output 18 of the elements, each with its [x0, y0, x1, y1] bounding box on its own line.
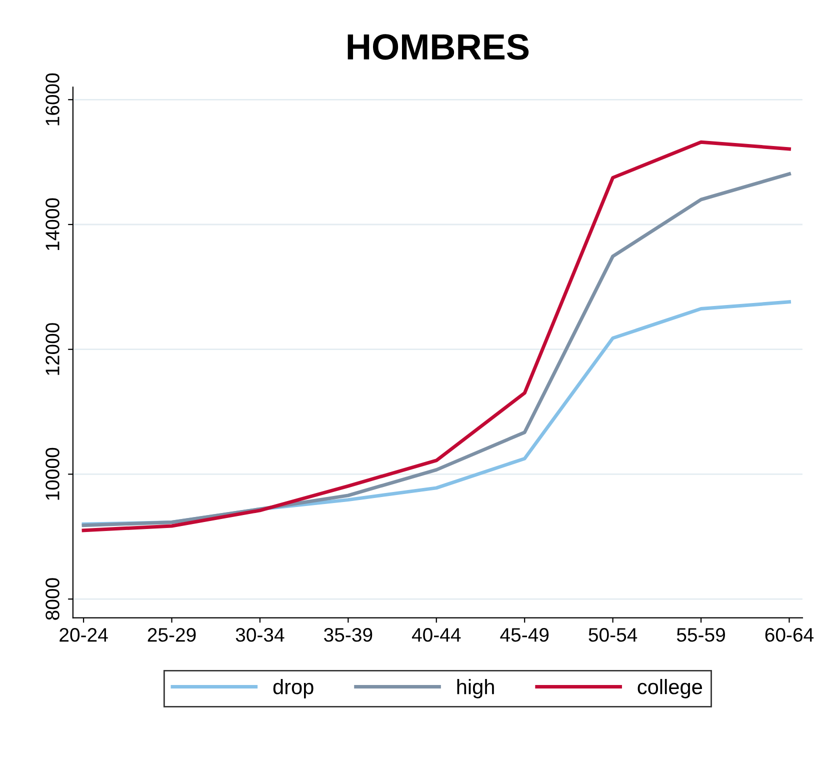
x-tick-label: 50-54	[588, 628, 638, 642]
x-tick-label: 25-29	[148, 628, 196, 642]
y-tick-label: 8000	[46, 578, 60, 620]
legend-label: high	[457, 678, 494, 698]
x-tick-label: 35-39	[324, 628, 372, 642]
legend-label: college	[638, 678, 702, 698]
y-tick-label: 10000	[46, 448, 60, 500]
y-tick-label: 12000	[46, 323, 60, 375]
y-tick-label: 16000	[46, 73, 60, 126]
x-tick-label: 45-49	[500, 628, 549, 642]
x-tick-label: 60-64	[765, 628, 814, 642]
legend-label: drop	[273, 678, 314, 698]
x-tick-label: 40-44	[412, 628, 461, 642]
y-tick-label: 14000	[46, 198, 60, 250]
x-tick-label: 55-59	[676, 628, 725, 642]
x-tick-label: 30-34	[236, 628, 284, 642]
x-tick-label: 20-24	[60, 628, 108, 642]
chart-title: HOMBRES	[348, 34, 529, 60]
